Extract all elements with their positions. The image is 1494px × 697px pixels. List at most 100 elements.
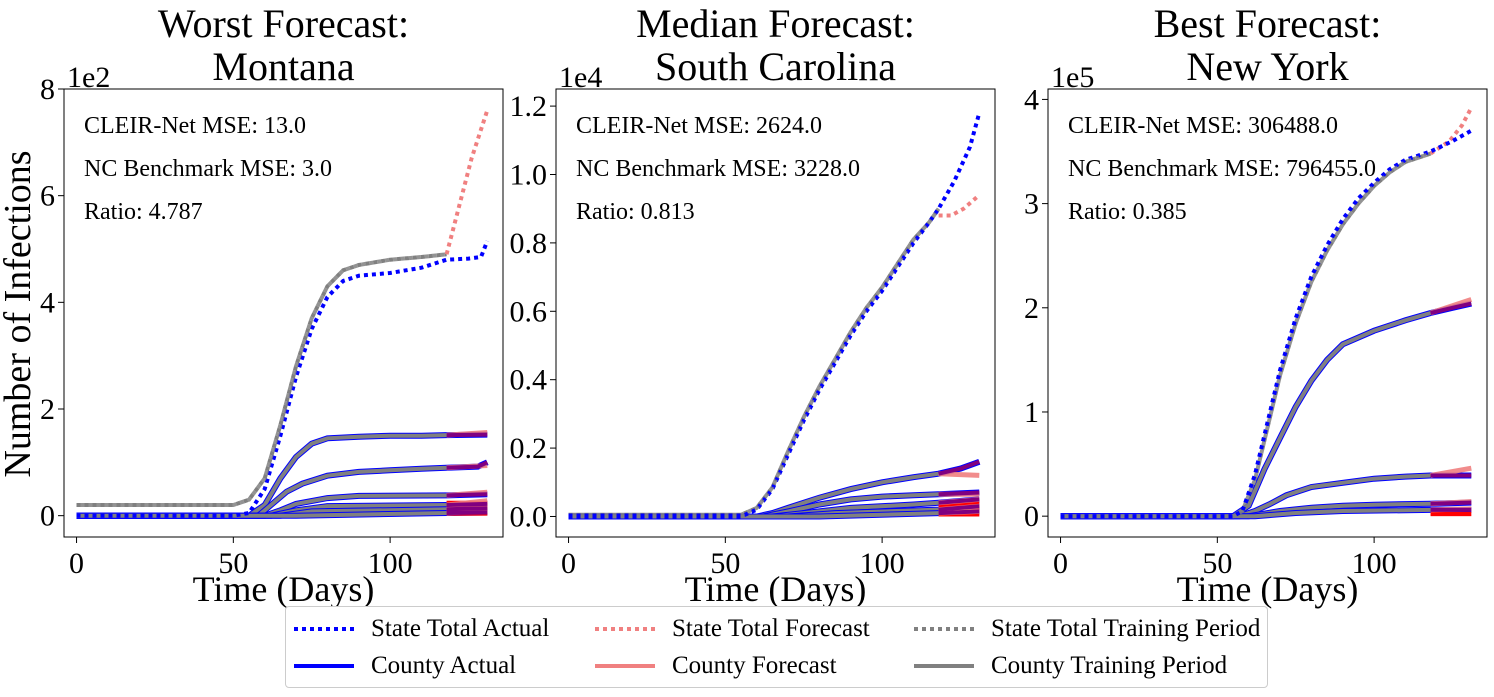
legend-item-state-forecast: State Total Forecast <box>595 611 870 647</box>
y-tick-label: 6 <box>40 180 55 213</box>
y-tick-label: 1.0 <box>510 158 548 191</box>
y-tick-label: 0 <box>40 500 55 533</box>
chart-title-line-1: Median Forecast: <box>636 1 915 46</box>
state-training-overlay <box>76 252 447 507</box>
x-tick-label: 100 <box>1352 547 1397 580</box>
plot-area <box>76 109 490 519</box>
x-tick-label: 0 <box>1053 547 1068 580</box>
legend-swatch-icon <box>914 627 974 631</box>
mse-annotation: NC Benchmark MSE: 3228.0 <box>576 156 860 182</box>
y-tick-label: 4 <box>40 286 55 319</box>
mse-annotation: CLEIR-Net MSE: 2624.0 <box>576 113 822 139</box>
chart-panel-3: 0 50 100 0 1 2 3 4 1e5 Best Forecast:New York Time… <box>1024 1 1488 609</box>
axis-offset-label: 1e2 <box>67 61 110 94</box>
y-tick-label: 1 <box>1024 396 1039 429</box>
county-actual-forecast-overlap <box>1430 500 1472 506</box>
state-training-line <box>568 207 941 517</box>
county-actual-forecast-overlap <box>938 509 980 516</box>
county-forecast-band <box>1430 511 1472 517</box>
legend-label: County Actual <box>371 652 517 679</box>
x-tick-label: 50 <box>710 547 740 580</box>
county-training-line <box>76 433 447 518</box>
x-tick-label: 0 <box>69 547 84 580</box>
mse-annotation: CLEIR-Net MSE: 13.0 <box>84 113 306 139</box>
mse-annotation: Ratio: 0.813 <box>576 199 695 225</box>
legend-item-state-actual: State Total Actual <box>294 611 549 647</box>
legend-label: State Total Forecast <box>672 615 870 642</box>
legend-label: County Forecast <box>672 652 837 679</box>
county-actual-forecast-overlap <box>446 501 488 507</box>
county-actual-forecast-overlap <box>446 492 488 498</box>
county-actual-forecast-overlap <box>1430 301 1472 315</box>
county-actual-forecast-overlap <box>446 432 488 438</box>
y-tick-label: 2 <box>40 393 55 426</box>
x-tick-label: 100 <box>860 547 905 580</box>
county-actual-forecast-overlap <box>938 459 980 476</box>
county-actual-forecast-overlap <box>446 510 488 515</box>
legend: State Total Actual State Total Forecast … <box>285 606 1268 688</box>
chart-title-line-1: Worst Forecast: <box>158 1 409 46</box>
x-tick-label: 50 <box>1202 547 1232 580</box>
y-tick-label: 4 <box>1024 83 1039 116</box>
chart-title-line-1: Best Forecast: <box>1154 1 1382 46</box>
county-actual-forecast-overlap <box>446 460 489 470</box>
county-actual-forecast-overlap <box>938 490 980 497</box>
y-tick-label: 0.8 <box>510 227 548 260</box>
y-tick-label: 2 <box>1024 292 1039 325</box>
legend-item-county-forecast: County Forecast <box>595 648 837 684</box>
y-tick-label: 3 <box>1024 188 1039 221</box>
chart-title-line-2: Montana <box>212 44 354 89</box>
legend-label: State Total Actual <box>371 615 550 642</box>
y-tick-label: 0.6 <box>510 295 548 328</box>
y-tick-label: 0.4 <box>510 364 548 397</box>
legend-item-county-actual: County Actual <box>294 648 516 684</box>
state-actual-line <box>1060 128 1473 519</box>
axis-offset-label: 1e5 <box>1051 61 1094 94</box>
legend-swatch-icon <box>294 627 354 631</box>
legend-label: County Training Period <box>991 652 1228 679</box>
y-axis-label: Number of Infections <box>0 150 39 477</box>
plot-area <box>568 112 982 520</box>
legend-item-county-training: County Training Period <box>914 648 1227 684</box>
x-axis-label: Time (Days) <box>193 569 375 609</box>
y-tick-label: 0.2 <box>510 432 548 465</box>
axes-frame <box>555 88 996 538</box>
plot-area <box>1060 106 1474 520</box>
county-actual-line <box>1060 300 1472 520</box>
legend-label: State Total Training Period <box>991 615 1261 642</box>
state-forecast-line <box>938 193 981 218</box>
state-training-overlay <box>568 207 941 517</box>
state-forecast-line <box>444 109 490 255</box>
county-actual-forecast-overlap <box>446 506 488 512</box>
state-actual-line <box>568 112 982 519</box>
x-axis-label: Time (Days) <box>1177 569 1359 609</box>
state-training-overlay <box>1060 151 1432 519</box>
axis-offset-label: 1e4 <box>559 61 602 94</box>
axes-frame <box>63 88 504 538</box>
chart-title-line-2: New York <box>1186 44 1348 89</box>
x-axis-label: Time (Days) <box>685 569 867 609</box>
legend-swatch-icon <box>595 664 655 668</box>
y-tick-label: 0.0 <box>510 500 548 533</box>
legend-swatch-icon <box>914 664 974 668</box>
mse-annotation: NC Benchmark MSE: 796455.0 <box>1068 156 1376 182</box>
axes-frame <box>1047 88 1488 538</box>
y-tick-label: 1.2 <box>510 90 548 123</box>
y-tick-label: 0 <box>1024 500 1039 533</box>
state-training-line <box>76 252 447 507</box>
x-tick-label: 50 <box>218 547 248 580</box>
county-training-line <box>76 465 447 518</box>
x-tick-label: 0 <box>561 547 576 580</box>
county-training-line <box>1060 311 1432 519</box>
state-actual-line <box>76 240 490 518</box>
county-actual-forecast-overlap <box>938 497 980 505</box>
x-tick-label: 100 <box>368 547 413 580</box>
mse-annotation: CLEIR-Net MSE: 306488.0 <box>1068 113 1338 139</box>
county-actual-forecast-overlap <box>938 504 980 512</box>
legend-swatch-icon <box>595 627 655 631</box>
mse-annotation: Ratio: 0.385 <box>1068 199 1187 225</box>
mse-annotation: Ratio: 4.787 <box>84 199 203 225</box>
legend-swatch-icon <box>294 664 354 668</box>
legend-item-state-training: State Total Training Period <box>914 611 1260 647</box>
